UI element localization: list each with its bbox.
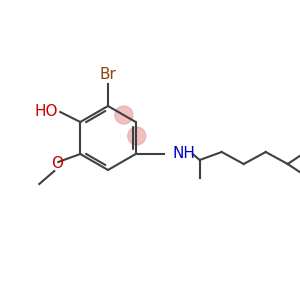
Text: NH: NH	[172, 146, 195, 161]
Text: O: O	[51, 157, 63, 172]
Text: HO: HO	[35, 103, 58, 118]
Circle shape	[128, 127, 146, 145]
Text: Br: Br	[100, 67, 116, 82]
Circle shape	[115, 106, 133, 124]
